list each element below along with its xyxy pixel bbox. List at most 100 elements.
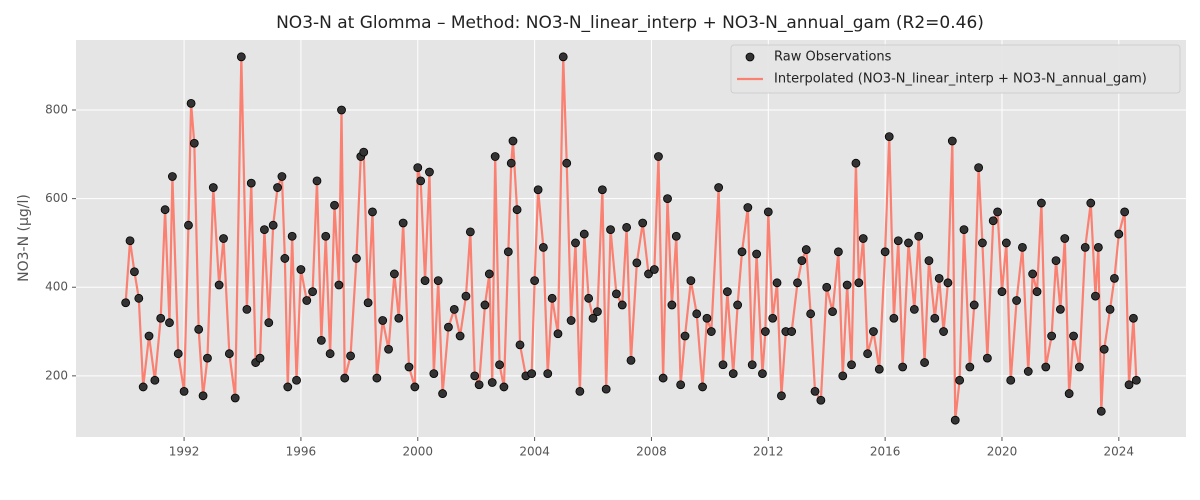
x-tick-label: 1996 — [286, 445, 317, 459]
observation-point — [1047, 331, 1057, 341]
observation-point — [943, 278, 953, 288]
observation-point — [144, 331, 154, 341]
observation-point — [179, 386, 189, 396]
observation-point — [889, 313, 899, 323]
x-tick-label: 2004 — [519, 445, 550, 459]
observation-point — [214, 280, 224, 290]
observation-point — [359, 147, 369, 157]
observation-point — [1037, 198, 1046, 208]
observation-point — [768, 313, 778, 323]
observation-point — [692, 309, 702, 319]
observation-point — [292, 375, 301, 385]
observation-point — [965, 362, 975, 372]
legend-label: Raw Observations — [774, 50, 892, 65]
chart-title: NO3-N at Glomma – Method: NO3-N_linear_i… — [276, 13, 984, 33]
observation-point — [302, 296, 312, 305]
legend-box — [730, 44, 1181, 94]
observation-point — [978, 238, 987, 248]
observation-point — [1064, 389, 1074, 398]
observation-point — [793, 278, 802, 288]
observation-point — [838, 371, 848, 381]
observation-point — [260, 225, 269, 235]
plot-area — [76, 40, 1186, 437]
observation-point — [208, 183, 218, 192]
y-axis-label: NO3-N (µg/l) — [16, 194, 32, 282]
grid: 200 400 600 800 1992 1996 2000 2004 2008 2012 2016… — [45, 40, 1186, 459]
observation-point — [378, 316, 388, 325]
observation-point — [959, 225, 969, 235]
observation-point — [632, 258, 642, 268]
observation-point — [484, 269, 494, 279]
observation-point — [797, 256, 807, 266]
observation-point — [246, 178, 256, 188]
observation-point — [1012, 296, 1021, 305]
observation-point — [810, 386, 820, 396]
observation-point — [1099, 344, 1109, 354]
observation-point — [654, 152, 663, 161]
observation-point — [150, 375, 160, 385]
observation-point — [606, 225, 615, 235]
observation-point — [416, 176, 426, 186]
observation-point — [588, 313, 598, 323]
observation-point — [772, 278, 782, 288]
observation-point — [125, 236, 135, 246]
observation-point — [487, 378, 497, 387]
observation-point — [363, 298, 373, 308]
x-tick-label: 1992 — [169, 445, 200, 459]
observation-point — [997, 287, 1007, 297]
observation-point — [904, 238, 913, 248]
observation-point — [461, 291, 471, 301]
y-tick-label: 600 — [45, 191, 68, 205]
observation-point — [404, 362, 414, 372]
observation-point — [974, 163, 984, 173]
observation-point — [506, 158, 516, 168]
observation-point — [420, 276, 430, 285]
observation-point — [680, 331, 690, 341]
observation-point — [988, 216, 998, 226]
marks — [121, 52, 1141, 425]
observation-point — [236, 52, 246, 62]
observation-point — [156, 313, 166, 323]
observation-point — [543, 369, 553, 379]
observation-point — [601, 384, 611, 394]
observation-point — [394, 313, 404, 323]
observation-point — [617, 300, 627, 310]
observation-point — [308, 287, 318, 297]
observation-point — [121, 298, 131, 308]
observation-point — [884, 132, 894, 141]
observation-point — [346, 351, 355, 361]
observation-point — [869, 327, 878, 336]
observation-point — [558, 52, 568, 62]
observation-point — [752, 249, 762, 259]
observation-point — [880, 247, 890, 257]
observation-point — [714, 183, 724, 192]
observation-point — [330, 200, 339, 210]
observation-point — [527, 369, 537, 379]
observation-point — [444, 322, 453, 332]
observation-point — [760, 327, 770, 336]
observation-point — [874, 364, 884, 374]
observation-point — [429, 369, 439, 379]
observation-point — [924, 256, 934, 266]
observation-point — [1006, 375, 1016, 385]
observation-point — [480, 300, 490, 310]
observation-point — [425, 167, 434, 177]
observation-point — [1032, 287, 1042, 297]
observation-point — [160, 205, 170, 215]
observation-point — [184, 220, 193, 230]
observation-point — [242, 304, 252, 314]
observation-point — [384, 344, 393, 354]
observation-point — [1055, 304, 1065, 314]
observation-point — [1096, 406, 1106, 416]
observation-point — [455, 331, 465, 341]
observation-point — [854, 278, 864, 288]
x-tick-label: 2016 — [870, 445, 901, 459]
interpolated-line — [124, 55, 1138, 422]
observation-point — [993, 207, 1002, 217]
observation-point — [495, 360, 504, 370]
observation-point — [203, 353, 212, 363]
observation-point — [264, 318, 274, 328]
y-tick-label: 800 — [45, 103, 68, 117]
observation-point — [842, 280, 852, 290]
observation-point — [1018, 242, 1027, 252]
